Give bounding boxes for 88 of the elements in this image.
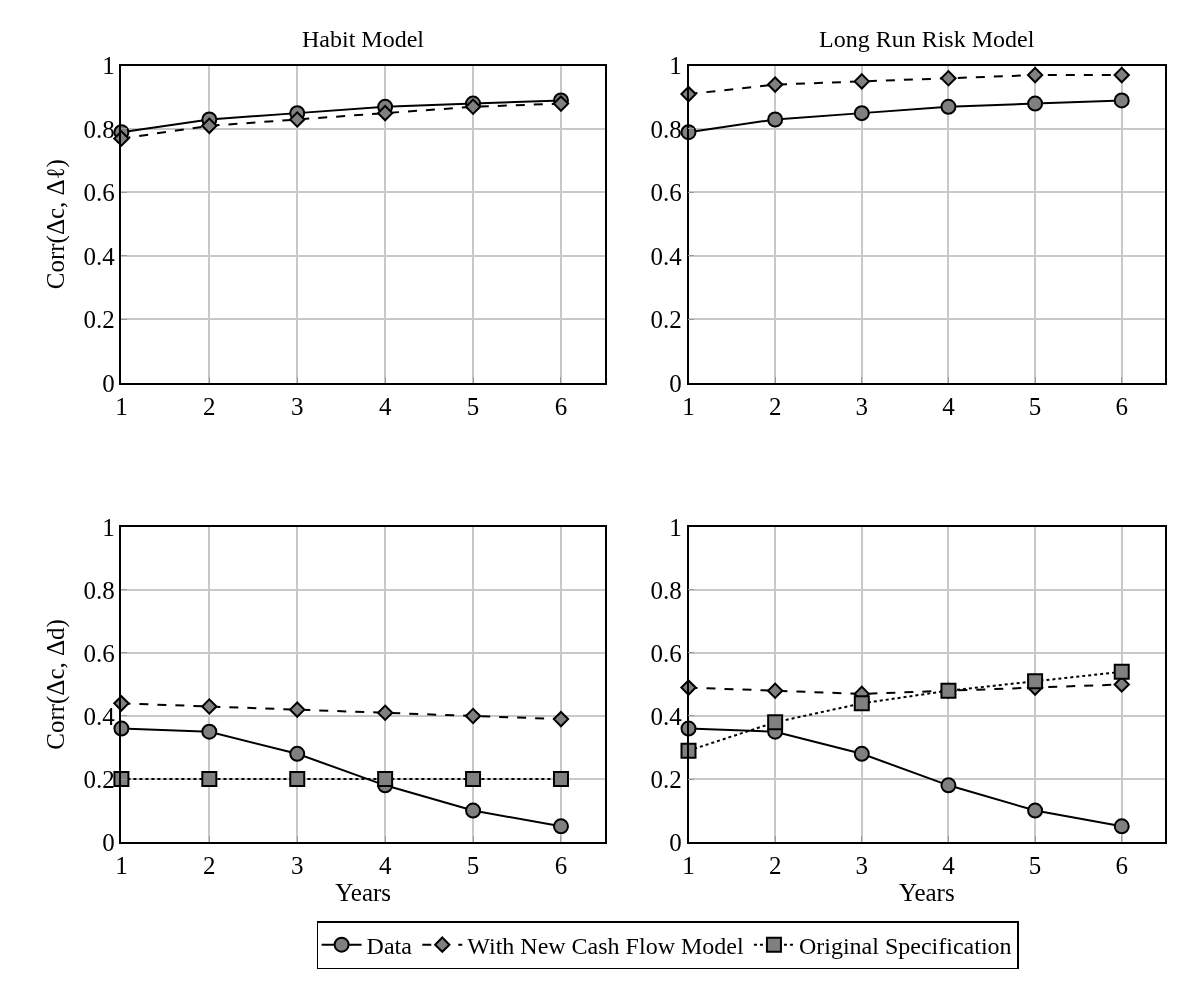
y-tick-label: 1: [669, 52, 682, 80]
x-tick-label: 5: [466, 851, 480, 879]
point: [552, 710, 570, 728]
point: [940, 98, 957, 115]
y-tick-label: 0.2: [650, 306, 682, 334]
point: [201, 771, 218, 788]
point: [289, 745, 306, 762]
x-tick-label: 5: [1028, 392, 1042, 420]
y-tick-label: 0.6: [650, 639, 682, 667]
point: [289, 701, 306, 718]
point: [767, 714, 784, 731]
y-tick-label: 0.4: [83, 702, 116, 730]
point: [465, 771, 482, 788]
y-tick-label: 0: [669, 369, 682, 397]
y-axis-title: Corr(Δc, Δd): [41, 619, 70, 750]
point: [1027, 95, 1044, 112]
y-tick-label: 0.8: [650, 115, 682, 143]
x-tick-label: 6: [554, 392, 568, 420]
point: [377, 704, 394, 721]
x-tick-label: 6: [1115, 851, 1128, 879]
point: [377, 104, 394, 122]
point: [201, 723, 218, 740]
point: [1113, 663, 1130, 680]
y-tick-label: 0.6: [83, 179, 115, 207]
point: [767, 76, 784, 93]
x-tick-label: 2: [203, 392, 216, 420]
point: [201, 698, 218, 715]
point: [853, 745, 870, 762]
x-tick-label: 4: [378, 392, 392, 420]
x-tick-label: 5: [1028, 851, 1042, 879]
point: [377, 771, 394, 788]
x-tick-label: 3: [855, 851, 869, 879]
x-tick-label: 3: [855, 392, 869, 420]
point: [289, 771, 306, 788]
y-tick-label: 0: [102, 369, 115, 397]
x-tick-label: 4: [942, 392, 956, 420]
y-tick-label: 1: [669, 513, 682, 541]
point: [853, 73, 870, 90]
x-tick-label: 6: [1115, 392, 1128, 420]
y-tick-label: 0.8: [83, 576, 115, 604]
y-tick-label: 0.4: [83, 242, 116, 270]
point: [1113, 66, 1130, 84]
x-tick-label: 5: [466, 392, 480, 420]
point: [552, 771, 569, 788]
point: [465, 802, 482, 819]
x-axis-title: Years: [335, 878, 392, 906]
point: [940, 70, 957, 87]
y-axis-title: Corr(Δc, Δℓ): [41, 159, 70, 290]
point: [767, 682, 784, 699]
legend-label: Original Specification: [798, 933, 1012, 960]
point: [464, 707, 482, 725]
y-tick-label: 1: [102, 52, 115, 80]
legend-label: With New Cash Flow Model: [467, 933, 744, 960]
point: [1113, 818, 1130, 835]
x-tick-label: 2: [768, 392, 782, 420]
y-tick-label: 0.8: [650, 576, 682, 604]
point: [940, 777, 957, 794]
legend-label: Data: [366, 933, 413, 960]
point: [853, 105, 870, 122]
x-tick-label: 4: [378, 851, 392, 879]
point: [767, 111, 784, 128]
point: [289, 111, 306, 128]
point: [201, 117, 218, 134]
point: [1027, 673, 1044, 690]
y-tick-label: 0.6: [650, 179, 682, 207]
y-tick-label: 0: [102, 828, 115, 856]
x-tick-label: 6: [554, 851, 568, 879]
y-tick-label: 0: [669, 828, 682, 856]
y-tick-label: 1: [102, 513, 115, 541]
chart-title: Habit Model: [302, 26, 425, 52]
y-tick-label: 0.2: [650, 765, 682, 793]
x-tick-label: 3: [290, 392, 304, 420]
x-tick-label: 2: [203, 851, 216, 879]
y-tick-label: 0.6: [83, 639, 115, 667]
y-tick-label: 0.4: [650, 702, 683, 730]
point: [853, 695, 870, 712]
point: [552, 818, 569, 835]
chart-title: Long Run Risk Model: [819, 26, 1035, 52]
x-tick-label: 4: [942, 851, 956, 879]
point: [1026, 66, 1044, 84]
y-tick-label: 0.4: [650, 242, 683, 270]
x-axis-title: Years: [898, 878, 955, 906]
point: [1113, 92, 1130, 109]
y-tick-label: 0.8: [83, 115, 115, 143]
y-tick-label: 0.2: [83, 306, 115, 334]
x-tick-label: 3: [290, 851, 304, 879]
x-tick-label: 2: [768, 851, 782, 879]
point: [1027, 802, 1044, 819]
